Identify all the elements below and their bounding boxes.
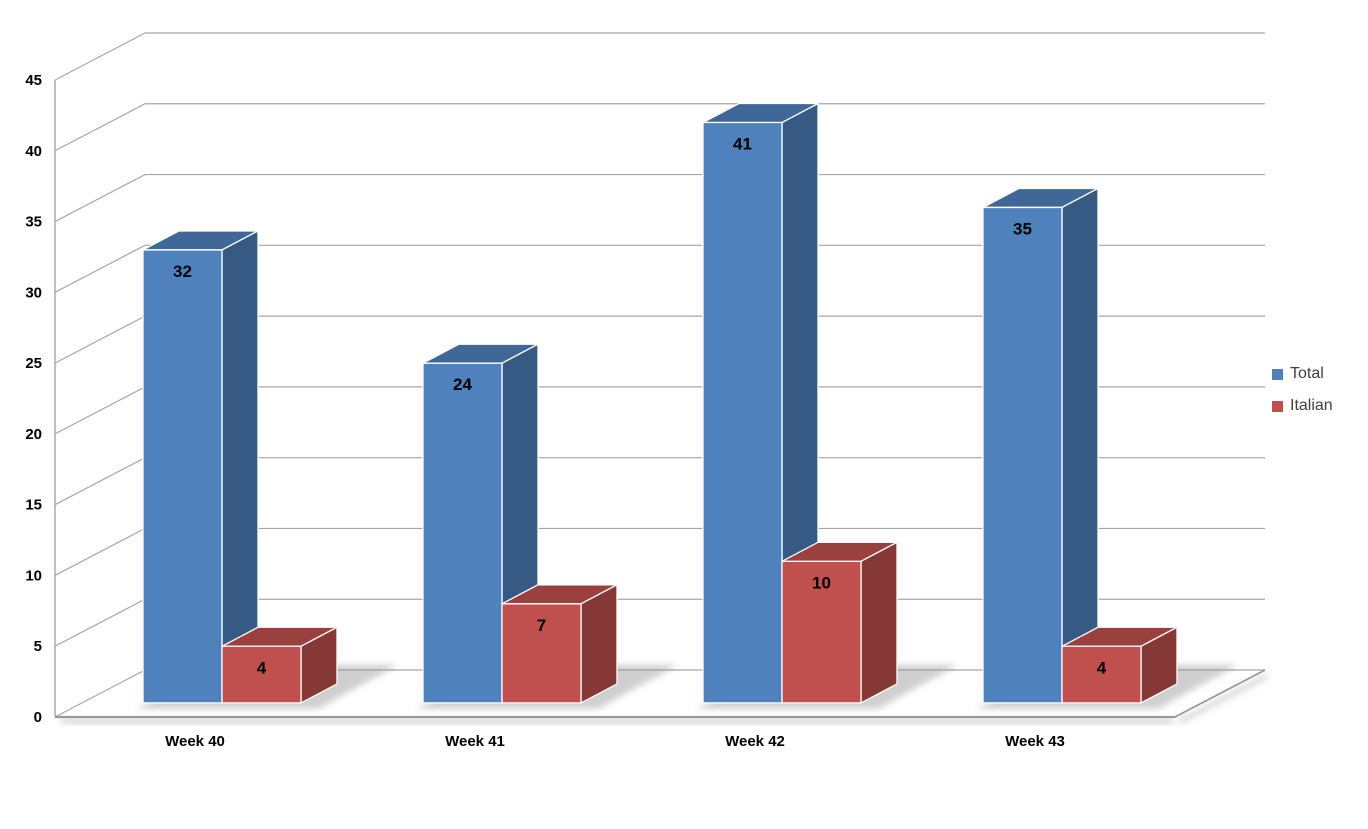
x-category-label-week-41: Week 41 [445, 733, 505, 750]
value-label-italian-week-41: 7 [537, 616, 546, 635]
bar-italian-week-43 [1061, 626, 1178, 704]
legend-swatch-total [1272, 368, 1283, 380]
y-tick-label-40: 40 [25, 143, 42, 160]
bar-italian-week-40 [221, 626, 338, 704]
bar-total-week-42-front-face [702, 121, 783, 704]
value-label-total-week-43: 35 [1013, 219, 1032, 238]
bar-total-week-41-front-face [422, 362, 503, 704]
y-tick-label-0: 0 [34, 709, 42, 726]
legend-swatch-italian [1272, 400, 1283, 412]
gridline-30 [54, 244, 1265, 293]
legend-item-total: Total [1272, 364, 1333, 384]
bar-italian-week-41 [501, 583, 618, 704]
bar-italian-week-40-front-face [221, 645, 302, 704]
bar-italian-week-42-front-face [781, 560, 862, 704]
legend-label-total: Total [1290, 365, 1324, 382]
bar-total-week-43 [982, 187, 1099, 704]
value-label-italian-week-42: 10 [812, 573, 831, 592]
gridline-40 [54, 103, 1265, 152]
floor-edge-shadow [1178, 674, 1268, 724]
y-tick-label-15: 15 [25, 497, 42, 514]
y-tick-label-45: 45 [25, 72, 42, 89]
bar-italian-week-41-side-face [580, 583, 618, 704]
y-tick-label-35: 35 [25, 214, 42, 231]
floor-right-edge [1174, 669, 1266, 718]
x-category-label-week-42: Week 42 [725, 733, 785, 750]
y-tick-label-20: 20 [25, 426, 42, 443]
value-label-total-week-41: 24 [453, 375, 472, 394]
x-category-label-week-40: Week 40 [165, 733, 225, 750]
gridline-45 [54, 32, 1265, 81]
legend-label-italian: Italian [1290, 397, 1333, 414]
legend-item-italian: Italian [1272, 396, 1333, 416]
legend: Total Italian [1272, 364, 1333, 416]
gridline-35 [54, 173, 1265, 223]
value-label-total-week-42: 41 [733, 135, 752, 154]
value-label-total-week-40: 32 [173, 262, 192, 281]
value-label-italian-week-43: 4 [1097, 658, 1107, 677]
x-category-label-week-43: Week 43 [1005, 733, 1065, 750]
bar-total-week-40-front-face [142, 249, 223, 704]
bar-italian-week-41-front-face [501, 603, 582, 704]
axis-shadow [61, 719, 1173, 724]
y-tick-label-30: 30 [25, 284, 42, 301]
bar-total-week-40 [142, 229, 259, 704]
y-tick-label-5: 5 [34, 638, 42, 655]
y-tick-label-25: 25 [25, 355, 42, 372]
bar-total-week-43-front-face [982, 206, 1063, 704]
bar-italian-week-43-front-face [1061, 645, 1142, 704]
value-label-italian-week-40: 4 [257, 658, 267, 677]
bar-total-week-43-side-face [1061, 187, 1099, 704]
bar-italian-week-42-side-face [860, 541, 898, 704]
bar-italian-week-42 [781, 541, 898, 704]
y-tick-label-10: 10 [25, 567, 42, 584]
